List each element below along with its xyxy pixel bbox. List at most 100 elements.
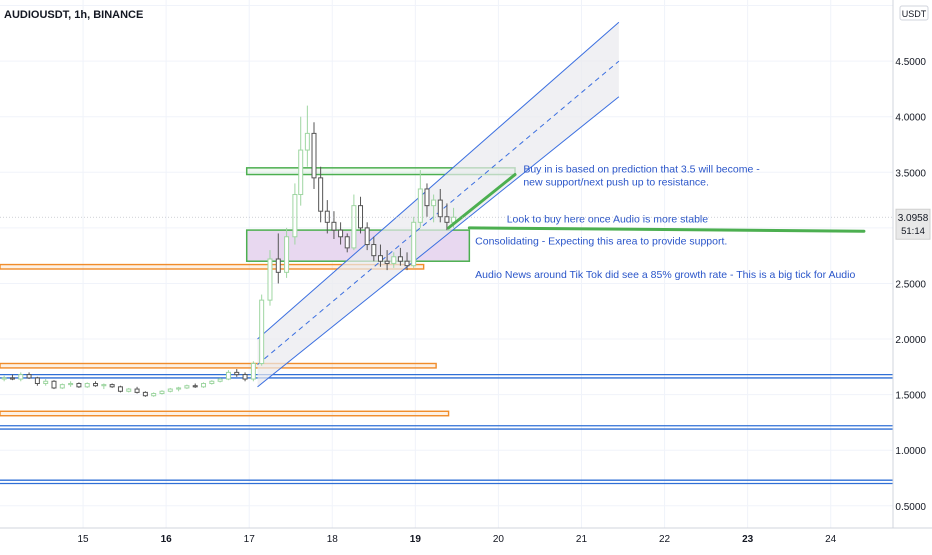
candle-body bbox=[242, 374, 248, 380]
channel-lower-line[interactable] bbox=[257, 96, 620, 388]
candle-body bbox=[304, 132, 310, 151]
last-price-badge: 3.0958 51:14 bbox=[895, 208, 931, 240]
candle bbox=[176, 386, 182, 392]
candle-body bbox=[159, 390, 165, 394]
x-tick-label: 15 bbox=[78, 534, 90, 545]
candle-body bbox=[311, 132, 317, 179]
candle bbox=[184, 384, 190, 390]
annotation-text: new support/next push up to resistance. bbox=[523, 176, 709, 188]
orange-level-band[interactable] bbox=[0, 362, 437, 369]
candle bbox=[117, 385, 123, 393]
candle bbox=[267, 250, 273, 306]
text-annotations: Buy in is based on prediction that 3.5 w… bbox=[475, 163, 855, 281]
candle bbox=[51, 380, 57, 390]
candle bbox=[93, 381, 99, 387]
candle bbox=[364, 222, 370, 251]
trend-arrow-line[interactable] bbox=[467, 226, 866, 233]
candle bbox=[318, 166, 324, 223]
candle bbox=[404, 252, 410, 271]
candle-body bbox=[18, 374, 24, 380]
candle-body bbox=[134, 388, 140, 393]
trend-lines[interactable] bbox=[447, 173, 866, 233]
candle-body bbox=[76, 382, 82, 388]
x-tick-label: 18 bbox=[327, 534, 339, 545]
candle bbox=[192, 383, 198, 388]
orange-level-band[interactable] bbox=[0, 410, 450, 417]
candle bbox=[201, 382, 207, 388]
candle-body bbox=[51, 380, 57, 389]
candle bbox=[142, 391, 148, 397]
candle-body bbox=[331, 221, 337, 231]
currency-label: USDT bbox=[902, 9, 927, 19]
annotation-text: Look to buy here once Audio is more stab… bbox=[507, 213, 709, 225]
candle bbox=[134, 386, 140, 394]
candle bbox=[391, 252, 397, 268]
y-tick-label: 1.0000 bbox=[895, 446, 926, 457]
candle-body bbox=[338, 229, 344, 238]
candle bbox=[397, 247, 403, 266]
candle bbox=[377, 244, 383, 267]
horizontal-levels bbox=[0, 373, 893, 485]
candle-body bbox=[192, 385, 198, 388]
candle bbox=[84, 382, 90, 388]
currency-badge-box bbox=[899, 5, 929, 21]
candle-body bbox=[126, 388, 132, 392]
candle bbox=[126, 387, 132, 393]
candle-body bbox=[417, 188, 423, 223]
candle-body bbox=[109, 384, 115, 388]
candle bbox=[18, 372, 24, 382]
y-tick-label: 4.0000 bbox=[895, 113, 926, 124]
candle-body bbox=[93, 382, 99, 387]
candle bbox=[76, 382, 82, 388]
x-tick-label: 19 bbox=[410, 534, 422, 545]
candle-body bbox=[397, 256, 403, 262]
candle-body bbox=[324, 210, 330, 223]
candle-body bbox=[275, 258, 281, 273]
candle-body bbox=[184, 385, 190, 389]
candle-body bbox=[437, 199, 443, 218]
candle-body bbox=[1, 377, 7, 380]
channel-upper-line[interactable] bbox=[257, 21, 620, 340]
candle-body bbox=[151, 392, 157, 397]
candle bbox=[358, 196, 364, 234]
candle-body bbox=[234, 371, 240, 376]
trend-arrow-line[interactable] bbox=[447, 173, 517, 230]
candle-body bbox=[68, 382, 74, 386]
candle-body bbox=[84, 382, 90, 388]
candle bbox=[151, 392, 157, 397]
candle bbox=[234, 369, 240, 377]
candle bbox=[101, 383, 107, 390]
candle-body bbox=[43, 380, 49, 384]
candle-body bbox=[259, 299, 265, 364]
candle bbox=[371, 236, 377, 262]
candle bbox=[444, 203, 450, 231]
x-tick-label: 17 bbox=[244, 534, 256, 545]
candle-body bbox=[444, 216, 450, 223]
currency-badge[interactable]: USDT bbox=[899, 5, 929, 21]
candle-body bbox=[404, 260, 410, 267]
candle bbox=[225, 370, 231, 381]
candle bbox=[424, 183, 430, 217]
candle-body bbox=[9, 377, 15, 380]
orange-level-band[interactable] bbox=[0, 263, 425, 270]
candle bbox=[167, 387, 173, 393]
candle-body bbox=[292, 194, 298, 238]
candle bbox=[242, 372, 248, 382]
candle bbox=[344, 233, 350, 253]
y-tick-label: 2.5000 bbox=[895, 279, 926, 290]
candle-body bbox=[391, 256, 397, 264]
candle bbox=[9, 374, 15, 381]
candle bbox=[259, 294, 265, 366]
y-tick-label: 0.5000 bbox=[895, 502, 926, 513]
x-tick-label: 21 bbox=[576, 534, 588, 545]
candle-body bbox=[101, 384, 107, 387]
candle-body bbox=[298, 149, 304, 196]
candle bbox=[304, 105, 310, 167]
candle-body bbox=[358, 205, 364, 229]
candle-body bbox=[364, 227, 370, 246]
candle bbox=[159, 390, 165, 395]
